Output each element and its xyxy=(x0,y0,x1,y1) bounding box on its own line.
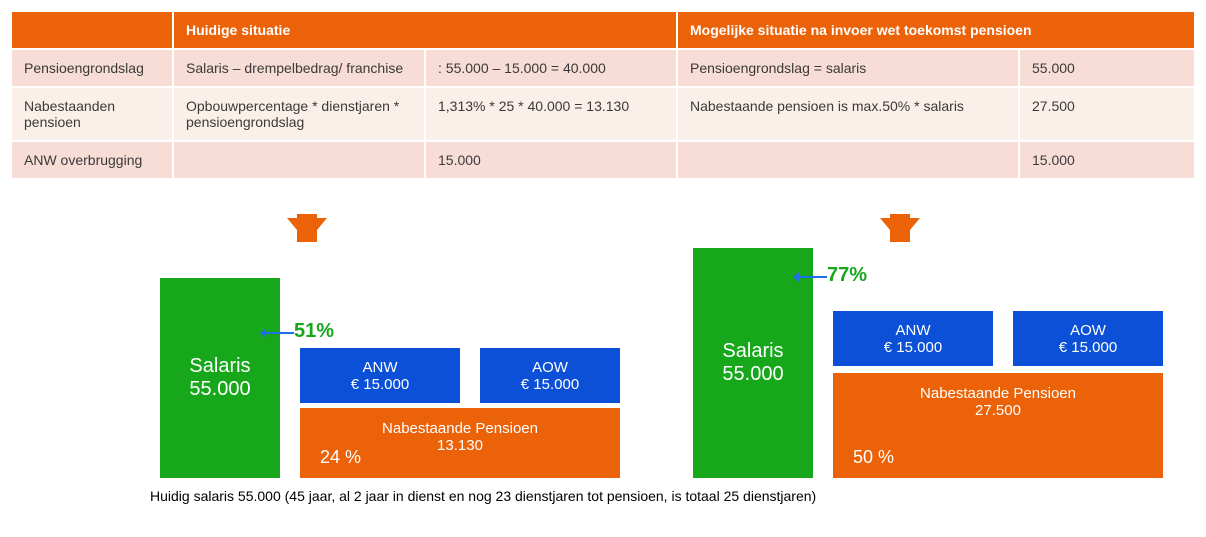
charts-container: Salaris55.00051%ANW€ 15.000AOW€ 15.000Na… xyxy=(10,190,1196,478)
salaris-value: 55.000 xyxy=(160,378,280,401)
aow-label: AOW xyxy=(480,359,620,376)
chart-left: Salaris55.00051%ANW€ 15.000AOW€ 15.000Na… xyxy=(10,190,603,478)
anw-box: ANW€ 15.000 xyxy=(300,348,460,403)
np-value: 13.130 xyxy=(437,437,483,454)
table-cell: Pensioengrondslag = salaris xyxy=(678,50,1018,86)
np-label: Nabestaande Pensioen xyxy=(382,420,538,437)
table-cell xyxy=(678,142,1018,178)
salaris-box: Salaris55.000 xyxy=(693,248,813,478)
np-percentage: 24 % xyxy=(320,447,361,468)
table-row: Nabestaanden pensioenOpbouwpercentage * … xyxy=(12,88,1194,140)
percentage-label: 77% xyxy=(827,264,867,287)
table-cell: ANW overbrugging xyxy=(12,142,172,178)
anw-value: € 15.000 xyxy=(833,339,993,356)
th-1: Huidige situatie xyxy=(174,12,676,48)
anw-label: ANW xyxy=(833,322,993,339)
table-cell: 27.500 xyxy=(1020,88,1194,140)
np-label: Nabestaande Pensioen xyxy=(920,385,1076,402)
table-cell: 55.000 xyxy=(1020,50,1194,86)
aow-box: AOW€ 15.000 xyxy=(1013,311,1163,366)
np-percentage: 50 % xyxy=(853,447,894,468)
salaris-label: Salaris xyxy=(160,355,280,378)
down-arrow-icon xyxy=(287,218,327,242)
table-cell xyxy=(174,142,424,178)
comparison-table: Huidige situatie Mogelijke situatie na i… xyxy=(10,10,1196,180)
salaris-value: 55.000 xyxy=(693,363,813,386)
np-value: 27.500 xyxy=(975,402,1021,419)
footnote: Huidig salaris 55.000 (45 jaar, al 2 jaa… xyxy=(150,488,1196,504)
aow-box: AOW€ 15.000 xyxy=(480,348,620,403)
table-cell: 15.000 xyxy=(1020,142,1194,178)
aow-value: € 15.000 xyxy=(480,376,620,393)
table-cell: Opbouwpercentage * dienstjaren * pensioe… xyxy=(174,88,424,140)
pct-arrow-icon xyxy=(266,332,294,334)
table-row: PensioengrondslagSalaris – drempelbedrag… xyxy=(12,50,1194,86)
table-cell: Nabestaanden pensioen xyxy=(12,88,172,140)
salaris-box: Salaris55.000 xyxy=(160,278,280,478)
anw-box: ANW€ 15.000 xyxy=(833,311,993,366)
table-cell: Pensioengrondslag xyxy=(12,50,172,86)
salaris-label: Salaris xyxy=(693,340,813,363)
anw-label: ANW xyxy=(300,359,460,376)
pct-arrow-icon xyxy=(799,276,827,278)
nabestaande-box: Nabestaande Pensioen27.500 50 % xyxy=(833,373,1163,478)
anw-value: € 15.000 xyxy=(300,376,460,393)
th-3: Mogelijke situatie na invoer wet toekoms… xyxy=(678,12,1194,48)
down-arrow-icon xyxy=(880,218,920,242)
table-cell: Salaris – drempelbedrag/ franchise xyxy=(174,50,424,86)
aow-label: AOW xyxy=(1013,322,1163,339)
percentage-label: 51% xyxy=(294,320,334,343)
chart-right: Salaris55.00077%ANW€ 15.000AOW€ 15.000Na… xyxy=(603,190,1196,478)
nabestaande-box: Nabestaande Pensioen13.130 24 % xyxy=(300,408,620,478)
aow-value: € 15.000 xyxy=(1013,339,1163,356)
table-header-row: Huidige situatie Mogelijke situatie na i… xyxy=(12,12,1194,48)
table-cell: Nabestaande pensioen is max.50% * salari… xyxy=(678,88,1018,140)
th-0 xyxy=(12,12,172,48)
table-cell: 1,313% * 25 * 40.000 = 13.130 xyxy=(426,88,676,140)
table-row: ANW overbrugging 15.000 15.000 xyxy=(12,142,1194,178)
table-cell: : 55.000 – 15.000 = 40.000 xyxy=(426,50,676,86)
table-cell: 15.000 xyxy=(426,142,676,178)
